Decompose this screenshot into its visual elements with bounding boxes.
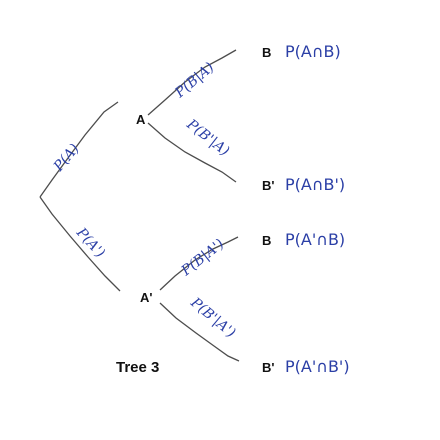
prob-a-prime-label: P(A'): [72, 224, 108, 261]
tree-caption: Tree 3: [116, 359, 159, 376]
node-b-prime-bottom-label: B': [262, 360, 274, 375]
branch-lines: [39, 49, 240, 362]
outcome-a-prime-and-b-prime: P(A'∩B'): [285, 357, 350, 376]
node-a-prime-label: A': [140, 290, 152, 305]
node-b-top-label: B: [262, 45, 271, 60]
outcome-a-and-b-prime: P(A∩B'): [285, 175, 345, 194]
branch-a-prime-to-b-prime: [159, 302, 240, 362]
node-a-label: A: [136, 112, 146, 127]
prob-b-prime-given-a-prime-label: P(B'|A'): [187, 294, 239, 341]
branch-root-to-a: [39, 101, 119, 198]
branch-a-to-b-prime: [147, 122, 237, 183]
outcome-a-prime-and-b: P(A'∩B): [285, 230, 345, 249]
prob-b-prime-given-a-label: P(B'|A): [183, 116, 232, 160]
node-b-bottom-label: B: [262, 233, 271, 248]
branch-root-to-a-prime: [39, 196, 121, 292]
branch-a-to-b: [147, 49, 237, 116]
prob-a-label: P(A): [50, 141, 82, 175]
node-b-prime-top-label: B': [262, 178, 274, 193]
prob-b-given-a-label: P(B|A): [172, 60, 218, 102]
branch-a-prime-to-b: [159, 236, 239, 291]
prob-b-given-a-prime-label: P(B|A'): [178, 236, 227, 280]
outcome-a-and-b: P(A∩B): [285, 42, 341, 61]
